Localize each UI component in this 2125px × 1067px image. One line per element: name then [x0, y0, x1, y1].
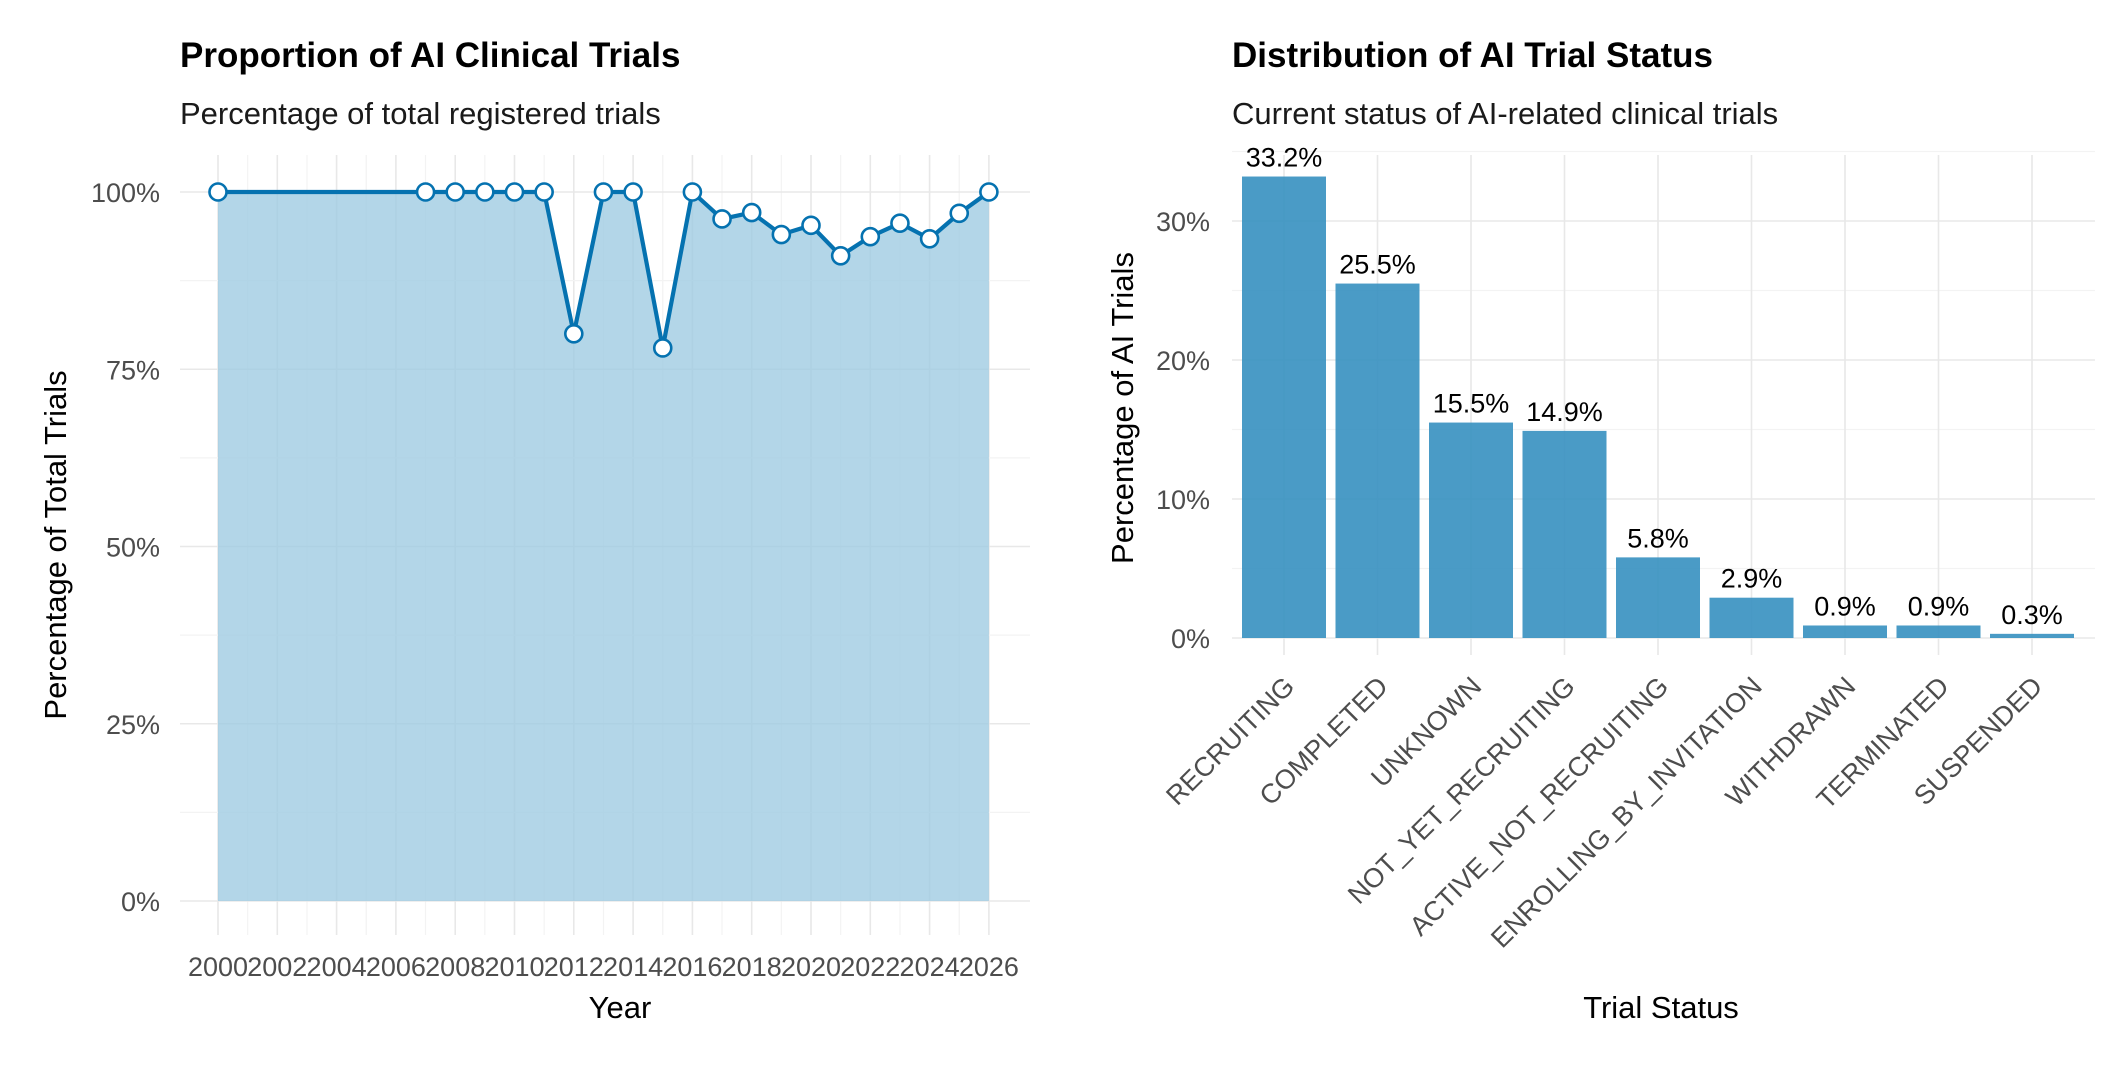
data-point	[890, 213, 910, 233]
left-y-axis-title: Percentage of Total Trials	[38, 370, 73, 719]
right-y-tick-label: 20%	[1156, 346, 1210, 376]
left-y-tick-label: 25%	[106, 710, 160, 740]
left-x-tick-label: 2016	[662, 952, 722, 982]
data-point	[712, 209, 732, 229]
data-point	[979, 182, 999, 202]
right-y-axis: 0% 10% 20% 30%	[1156, 207, 1210, 654]
bar-data-label: 25.5%	[1339, 250, 1416, 280]
data-point	[563, 323, 584, 344]
bar	[1709, 597, 1794, 638]
left-y-axis: 0% 25% 50% 75% 100%	[91, 178, 160, 917]
left-chart-title: Proportion of AI Clinical Trials	[180, 36, 680, 75]
data-point	[741, 202, 762, 223]
right-y-tick-label: 0%	[1171, 624, 1210, 654]
data-point	[475, 182, 495, 202]
left-x-tick-label: 2000	[188, 952, 248, 982]
right-chart-title: Distribution of AI Trial Status	[1232, 36, 1713, 75]
right-y-tick-label: 10%	[1156, 485, 1210, 515]
bar-data-label: 0.3%	[2001, 600, 2063, 630]
left-x-tick-label: 2014	[603, 952, 663, 982]
bar	[1616, 557, 1700, 638]
left-x-tick-label: 2018	[722, 952, 782, 982]
right-y-axis-title: Percentage of AI Trials	[1105, 252, 1140, 564]
data-point	[415, 182, 436, 202]
left-x-tick-label: 2008	[425, 952, 485, 982]
left-y-tick-label: 100%	[91, 178, 160, 208]
bar	[1803, 625, 1887, 638]
left-x-tick-label: 2026	[959, 952, 1019, 982]
data-point	[682, 182, 703, 202]
bar-data-label: 5.8%	[1627, 523, 1689, 553]
left-x-tick-label: 2024	[900, 952, 960, 982]
area-fill	[218, 192, 989, 901]
right-x-axis: RECRUITINGCOMPLETEDUNKNOWNNOT_YET_RECRUI…	[1160, 671, 2048, 954]
data-point	[208, 182, 228, 202]
left-plot-area	[208, 182, 999, 901]
bar-data-label: 33.2%	[1246, 143, 1323, 173]
left-chart-panel: Proportion of AI Clinical Trials Percent…	[38, 36, 1030, 1025]
bar-data-label: 2.9%	[1721, 564, 1783, 594]
data-point	[919, 228, 940, 249]
data-point	[652, 338, 673, 358]
left-x-tick-label: 2010	[484, 952, 544, 982]
left-y-tick-label: 75%	[106, 355, 160, 385]
bar-data-label: 14.9%	[1526, 397, 1603, 427]
left-x-tick-label: 2022	[840, 952, 900, 982]
data-point	[830, 246, 851, 266]
right-y-tick-label: 30%	[1156, 207, 1210, 237]
left-x-axis: 2000 2002 2004 2006 2008 2010 2012 2014 2016 2018…	[188, 952, 1019, 982]
data-point	[801, 215, 821, 236]
right-chart-panel: Distribution of AI Trial Status Current …	[1105, 36, 2095, 1025]
data-point	[860, 226, 881, 247]
right-chart-subtitle: Current status of AI-related clinical tr…	[1232, 96, 1778, 131]
left-y-tick-label: 50%	[106, 533, 160, 563]
data-point	[771, 224, 792, 245]
data-point	[445, 182, 466, 202]
left-x-tick-label: 2006	[366, 952, 426, 982]
right-x-axis-title: Trial Status	[1583, 990, 1739, 1025]
bar-data-label: 15.5%	[1433, 389, 1510, 419]
data-point	[593, 182, 614, 202]
left-x-axis-title: Year	[589, 990, 652, 1025]
bar-data-label: 0.9%	[1814, 591, 1876, 621]
bar	[1242, 176, 1326, 638]
right-plot-area: 33.2% 25.5% 15.5% 14.9% 5.8% 2.9% 0.9% 0.9% 0.3%	[1242, 143, 2074, 638]
bar	[1429, 422, 1513, 638]
data-point	[623, 182, 643, 202]
data-point	[534, 182, 554, 202]
left-chart-subtitle: Percentage of total registered trials	[180, 96, 661, 131]
bar	[1335, 283, 1420, 638]
bar-data-label: 0.9%	[1908, 591, 1970, 621]
bar	[1522, 430, 1607, 638]
bar	[1990, 633, 2074, 638]
bar	[1896, 625, 1981, 638]
data-point	[504, 182, 525, 202]
left-x-tick-label: 2012	[544, 952, 604, 982]
data-point	[949, 203, 970, 224]
left-x-tick-label: 2020	[781, 952, 841, 982]
left-y-tick-label: 0%	[121, 887, 160, 917]
left-x-tick-label: 2002	[247, 952, 307, 982]
left-x-tick-label: 2004	[307, 952, 367, 982]
